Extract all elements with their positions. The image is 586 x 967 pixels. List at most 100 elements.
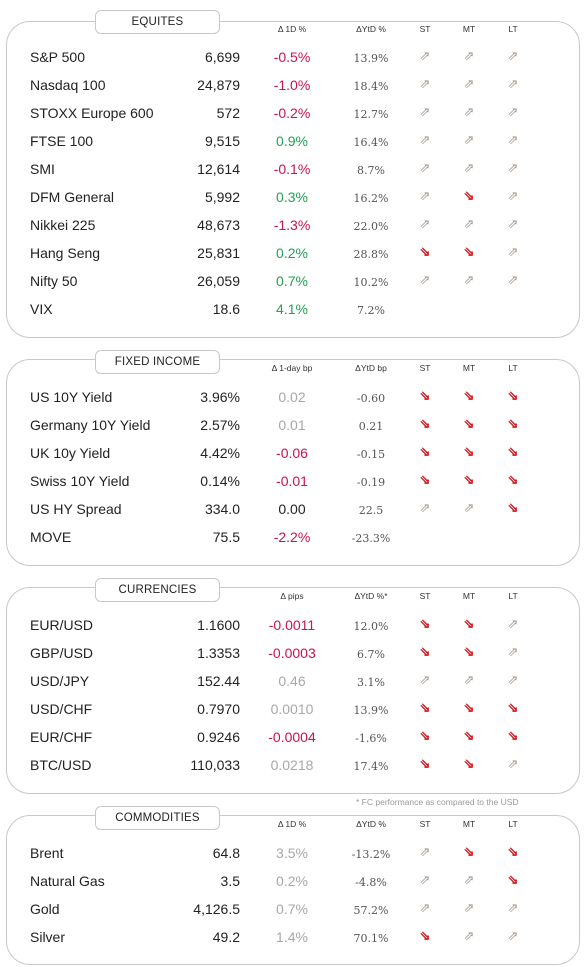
- instrument-value: 26,059: [197, 273, 240, 289]
- trend-st-down-arrow-icon: ⇘: [419, 444, 431, 459]
- ytd-change: -0.15: [356, 448, 386, 461]
- trend-st-up-arrow-icon: ⇗: [419, 844, 431, 859]
- instrument-value: 4,126.5: [193, 901, 240, 917]
- ytd-change: -0.19: [356, 476, 386, 489]
- trend-mt-up-arrow-icon: ⇗: [463, 48, 475, 63]
- trend-st-up-arrow-icon: ⇗: [419, 104, 431, 119]
- instrument-name: USD/JPY: [30, 673, 90, 689]
- daily-change: -0.01: [276, 473, 308, 489]
- instrument-name: Nasdaq 100: [30, 77, 106, 93]
- instrument-value: 3.96%: [200, 389, 240, 405]
- daily-change: 0.46: [278, 673, 306, 689]
- currencies-header-lt: LT: [508, 591, 518, 601]
- trend-st-down-arrow-icon: ⇘: [419, 728, 431, 743]
- table-row: DFM General 5,992 0.3% 16.2% ⇗ ⇘ ⇗: [0, 183, 586, 211]
- trend-lt-up-arrow-icon: ⇗: [507, 104, 519, 119]
- daily-change: 0.7%: [276, 273, 308, 289]
- commodities-header-d1: Δ 1D %: [277, 819, 307, 829]
- instrument-value: 2.57%: [200, 417, 240, 433]
- ytd-change: 0.21: [358, 420, 384, 433]
- currencies-panel: [6, 587, 580, 794]
- trend-lt-up-arrow-icon: ⇗: [507, 216, 519, 231]
- trend-mt-down-arrow-icon: ⇘: [463, 444, 475, 459]
- table-row: Gold 4,126.5 0.7% 57.2% ⇗ ⇗ ⇗: [0, 895, 586, 923]
- table-row: Swiss 10Y Yield 0.14% -0.01 -0.19 ⇘ ⇘ ⇘: [0, 467, 586, 495]
- commodities-header-lt: LT: [508, 819, 518, 829]
- trend-mt-down-arrow-icon: ⇘: [463, 472, 475, 487]
- ytd-change: 70.1%: [353, 932, 389, 945]
- currencies-header-ytd: ΔYtD %*: [354, 591, 388, 601]
- ytd-change: -4.8%: [355, 876, 387, 889]
- trend-mt-down-arrow-icon: ⇘: [463, 728, 475, 743]
- instrument-name: DFM General: [30, 189, 115, 205]
- instrument-value: 1.1600: [197, 617, 240, 633]
- instrument-name: VIX: [30, 301, 53, 317]
- ytd-change: 12.0%: [353, 620, 389, 633]
- instrument-name: BTC/USD: [30, 757, 92, 773]
- daily-change: 0.3%: [276, 189, 308, 205]
- trend-st-down-arrow-icon: ⇘: [419, 472, 431, 487]
- ytd-change: -1.6%: [355, 732, 387, 745]
- equities-header-mt: MT: [462, 24, 476, 34]
- trend-lt-down-arrow-icon: ⇘: [507, 728, 519, 743]
- table-row: Silver 49.2 1.4% 70.1% ⇘ ⇗ ⇗: [0, 923, 586, 951]
- daily-change: -0.0004: [268, 729, 316, 745]
- fixed-income-panel: [6, 359, 580, 566]
- table-row: Nasdaq 100 24,879 -1.0% 18.4% ⇗ ⇗ ⇗: [0, 71, 586, 99]
- instrument-name: EUR/USD: [30, 617, 94, 633]
- trend-st-down-arrow-icon: ⇘: [419, 644, 431, 659]
- ytd-change: 12.7%: [353, 108, 389, 121]
- daily-change: -1.0%: [273, 77, 311, 93]
- trend-mt-down-arrow-icon: ⇘: [463, 700, 475, 715]
- ytd-change: 18.4%: [353, 80, 389, 93]
- daily-change: -0.2%: [273, 105, 311, 121]
- instrument-name: MOVE: [30, 529, 72, 545]
- table-row: MOVE 75.5 -2.2% -23.3%: [0, 523, 586, 551]
- table-row: Natural Gas 3.5 0.2% -4.8% ⇗ ⇗ ⇘: [0, 867, 586, 895]
- instrument-value: 18.6: [212, 301, 240, 317]
- trend-mt-up-arrow-icon: ⇗: [463, 900, 475, 915]
- ytd-change: 8.7%: [357, 164, 385, 177]
- instrument-value: 75.5: [212, 529, 240, 545]
- commodities-title: COMMODITIES: [95, 806, 220, 830]
- trend-lt-up-arrow-icon: ⇗: [507, 160, 519, 175]
- trend-st-up-arrow-icon: ⇗: [419, 48, 431, 63]
- ytd-change: 3.1%: [357, 676, 385, 689]
- instrument-name: Nifty 50: [30, 273, 78, 289]
- fixed-income-header-ytd: ΔYtD bp: [355, 363, 387, 373]
- instrument-value: 25,831: [197, 245, 240, 261]
- trend-st-down-arrow-icon: ⇘: [419, 700, 431, 715]
- currencies-title: CURRENCIES: [95, 578, 220, 602]
- fixed-income-title: FIXED INCOME: [95, 350, 220, 374]
- trend-lt-up-arrow-icon: ⇗: [507, 76, 519, 91]
- ytd-change: 22.0%: [353, 220, 389, 233]
- trend-lt-up-arrow-icon: ⇗: [507, 132, 519, 147]
- instrument-value: 0.7970: [197, 701, 240, 717]
- table-row: Nikkei 225 48,673 -1.3% 22.0% ⇗ ⇗ ⇗: [0, 211, 586, 239]
- ytd-change: 28.8%: [353, 248, 389, 261]
- instrument-name: UK 10y Yield: [30, 445, 111, 461]
- trend-st-down-arrow-icon: ⇘: [419, 416, 431, 431]
- daily-change: 0.0218: [270, 757, 314, 773]
- ytd-change: 10.2%: [353, 276, 389, 289]
- daily-change: -0.1%: [273, 161, 311, 177]
- trend-mt-down-arrow-icon: ⇘: [463, 616, 475, 631]
- trend-st-down-arrow-icon: ⇘: [419, 928, 431, 943]
- ytd-change: 57.2%: [353, 904, 389, 917]
- ytd-change: 13.9%: [353, 704, 389, 717]
- trend-mt-down-arrow-icon: ⇘: [463, 756, 475, 771]
- instrument-value: 1.3353: [197, 645, 240, 661]
- currencies-header-mt: MT: [462, 591, 476, 601]
- trend-st-down-arrow-icon: ⇘: [419, 756, 431, 771]
- instrument-name: STOXX Europe 600: [30, 105, 154, 121]
- trend-mt-up-arrow-icon: ⇗: [463, 160, 475, 175]
- daily-change: -0.0011: [268, 617, 316, 633]
- daily-change: -0.0003: [268, 645, 316, 661]
- daily-change: -0.5%: [273, 49, 311, 65]
- trend-st-up-arrow-icon: ⇗: [419, 900, 431, 915]
- trend-mt-up-arrow-icon: ⇗: [463, 928, 475, 943]
- trend-lt-up-arrow-icon: ⇗: [507, 48, 519, 63]
- currencies-header-st: ST: [419, 591, 431, 601]
- daily-change: -2.2%: [273, 529, 311, 545]
- currencies-header-d1: Δ pips: [280, 591, 304, 601]
